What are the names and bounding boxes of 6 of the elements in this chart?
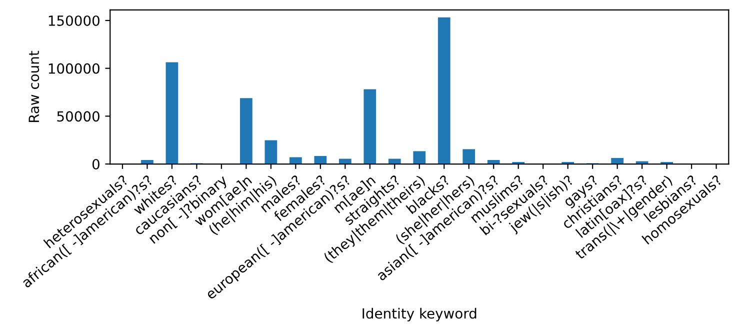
y-axis-title: Raw count (28, 50, 40, 122)
x-axis-title: Identity keyword (362, 308, 476, 322)
y-tick-label: 100000 (48, 63, 100, 74)
y-tick-label: 0 (92, 158, 100, 170)
y-tick-label: 50000 (57, 111, 100, 122)
y-tick-label: 150000 (48, 15, 100, 26)
